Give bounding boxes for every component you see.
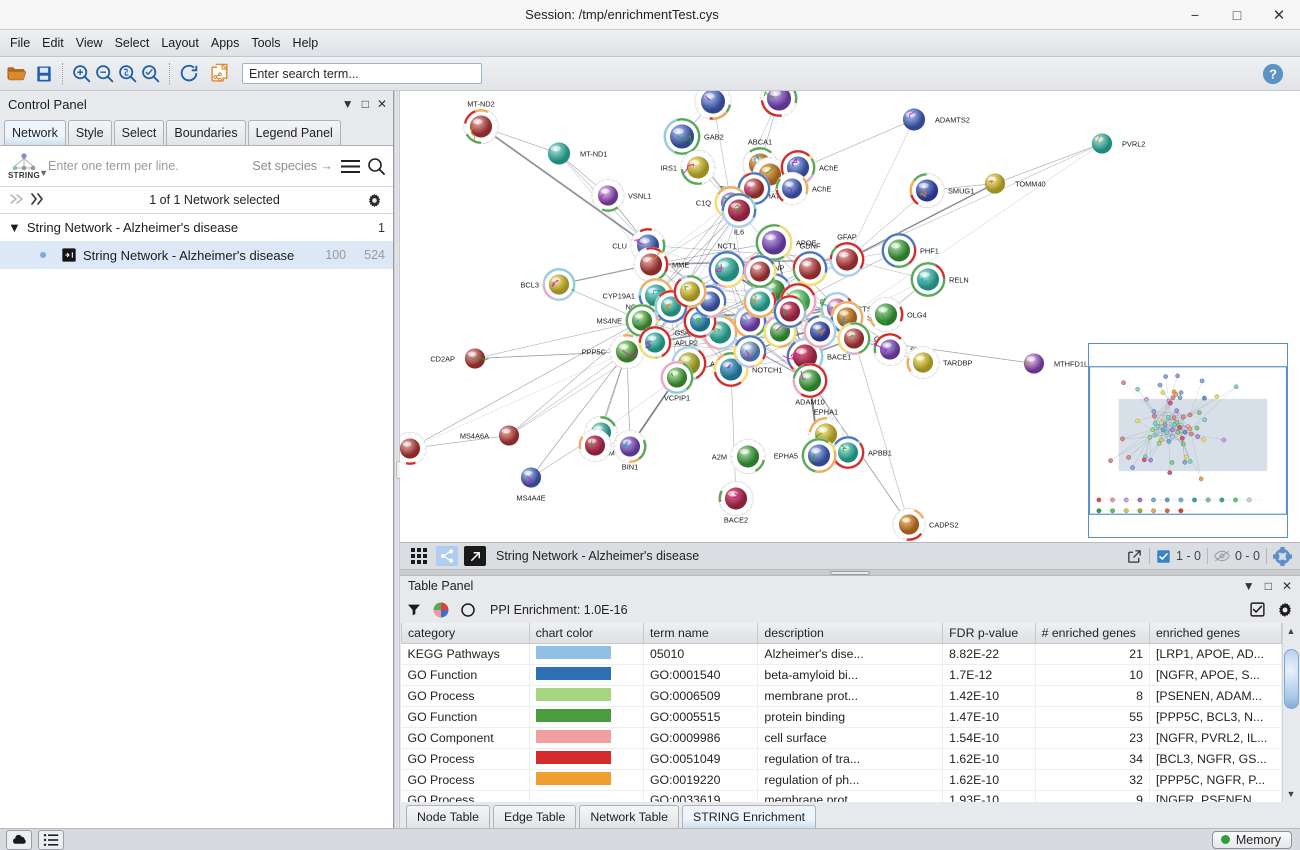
svg-text:NCT1: NCT1 [717,242,736,251]
svg-text:ABCA1: ABCA1 [748,138,772,147]
svg-text:PVRL2: PVRL2 [1122,140,1145,149]
svg-text:PHF1: PHF1 [920,247,939,256]
svg-text:NOTCH1: NOTCH1 [752,366,782,375]
svg-text:MS4NE: MS4NE [597,317,623,326]
svg-text:GAB2: GAB2 [704,133,724,142]
svg-text:VSNL1: VSNL1 [628,192,651,201]
svg-text:MS4A4E: MS4A4E [516,494,545,503]
svg-text:MTHFD1L: MTHFD1L [1054,360,1088,369]
svg-text:MME: MME [672,261,689,270]
svg-text:CD2AP: CD2AP [430,355,455,364]
svg-text:ADAMTS2: ADAMTS2 [935,116,970,125]
svg-text:PPP5C: PPP5C [582,348,607,357]
svg-text:BCL3: BCL3 [521,281,540,290]
svg-text:RELN: RELN [949,276,969,285]
svg-text:TARDBP: TARDBP [943,359,972,368]
svg-text:APBB1: APBB1 [868,449,892,458]
svg-text:C1Q: C1Q [696,199,711,208]
svg-text:BACE2: BACE2 [724,516,748,525]
svg-text:SMUG1: SMUG1 [948,187,974,196]
svg-text:EPHA1: EPHA1 [814,408,838,417]
svg-text:A2M: A2M [712,453,727,462]
svg-text:MT-ND2: MT-ND2 [467,100,495,109]
svg-text:CADPS2: CADPS2 [929,521,959,530]
svg-text:CLU: CLU [612,242,627,251]
svg-text:BIN1: BIN1 [622,463,638,472]
svg-text:GDNF: GDNF [800,242,821,251]
svg-text:EPHA5: EPHA5 [774,452,798,461]
svg-text:IL6: IL6 [734,228,744,237]
svg-text:AChE: AChE [819,164,838,173]
svg-text:MT-ND1: MT-ND1 [580,150,608,159]
svg-text:?: ? [1269,66,1277,81]
svg-text:CYP19A1: CYP19A1 [603,292,635,301]
svg-text:GFAP: GFAP [837,233,857,242]
svg-text:ADAM10: ADAM10 [795,398,825,407]
svg-text:TOMM40: TOMM40 [1015,180,1046,189]
svg-text:AChE: AChE [812,185,831,194]
svg-text:MS4A6A: MS4A6A [460,432,489,441]
svg-text:IRS1: IRS1 [661,164,677,173]
svg-text:VCPIP1: VCPIP1 [664,394,690,403]
svg-text:OLG4: OLG4 [907,311,927,320]
svg-text:BACE1: BACE1 [827,353,851,362]
